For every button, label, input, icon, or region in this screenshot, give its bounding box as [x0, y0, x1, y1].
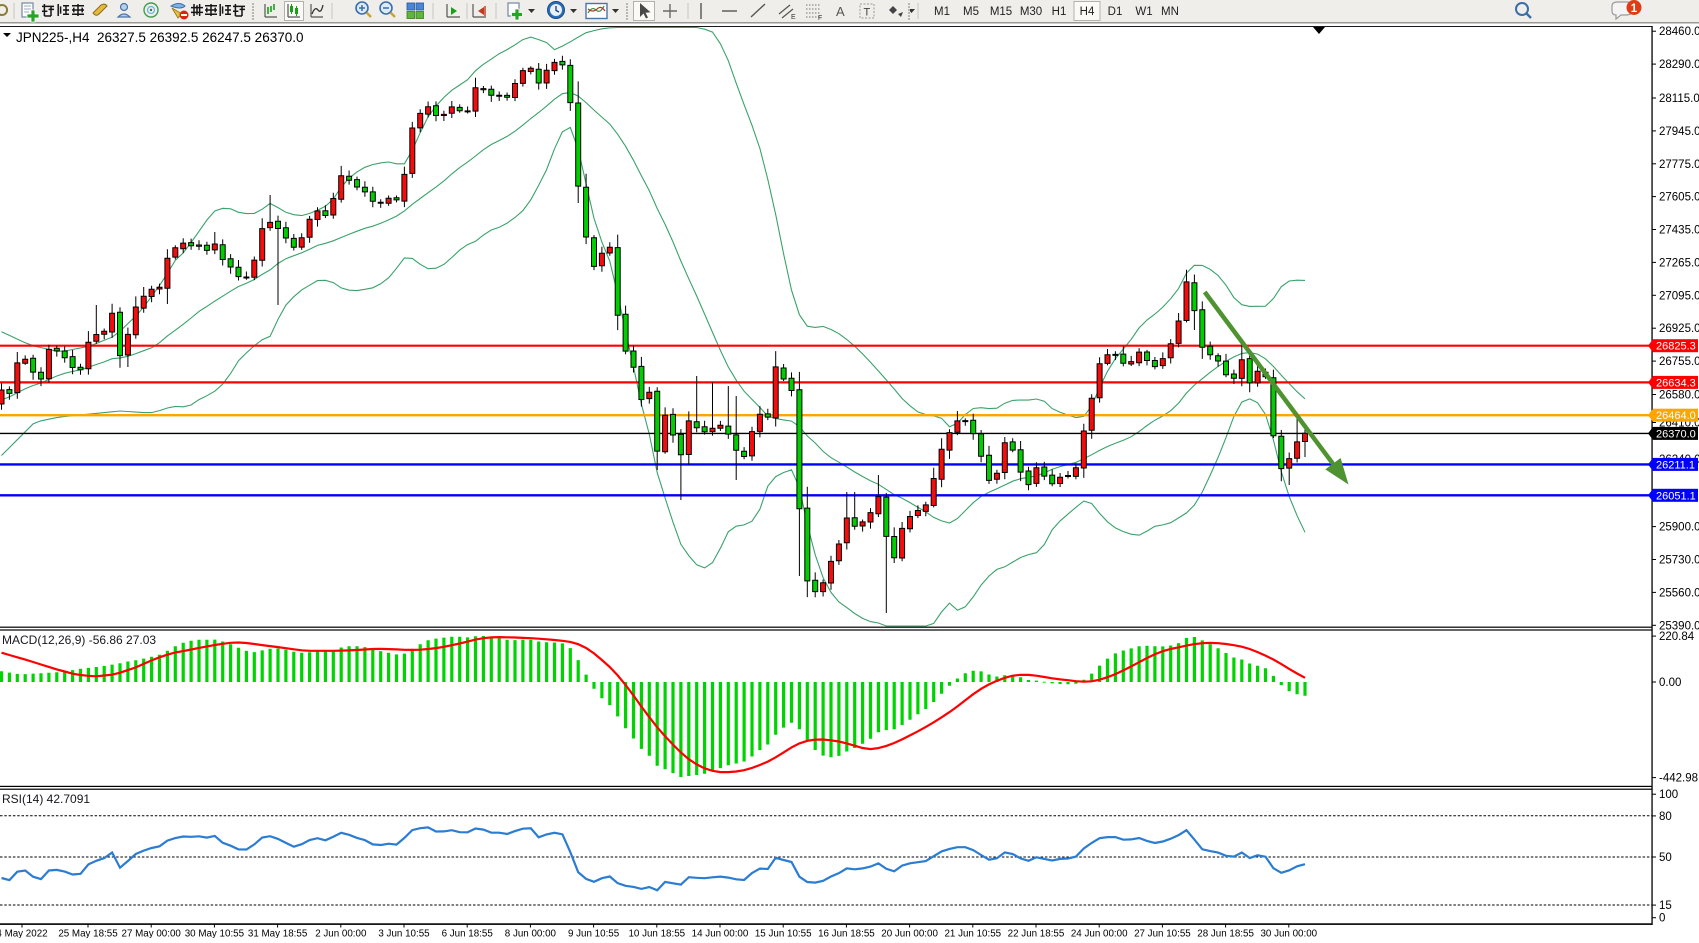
svg-text:27605.0: 27605.0	[1659, 192, 1699, 204]
svg-text:27095.0: 27095.0	[1659, 290, 1699, 302]
svg-text:4 May 2022: 4 May 2022	[0, 929, 48, 939]
svg-text:M30: M30	[1020, 6, 1042, 18]
svg-text:21 Jun 10:55: 21 Jun 10:55	[944, 929, 1001, 939]
svg-text:26925.0: 26925.0	[1659, 323, 1699, 335]
svg-text:22 Jun 18:55: 22 Jun 18:55	[1008, 929, 1065, 939]
svg-text:8 Jun 00:00: 8 Jun 00:00	[505, 929, 557, 939]
svg-text:RSI(14) 42.7091: RSI(14) 42.7091	[2, 792, 90, 806]
svg-text:1: 1	[1631, 3, 1638, 15]
svg-text:27 Jun 10:55: 27 Jun 10:55	[1134, 929, 1191, 939]
svg-text:0.00: 0.00	[1659, 677, 1681, 689]
svg-text:15: 15	[1659, 900, 1672, 912]
svg-text:27435.0: 27435.0	[1659, 225, 1699, 237]
svg-text:W1: W1	[1135, 6, 1152, 18]
svg-text:50: 50	[1659, 852, 1672, 864]
svg-text:2 Jun 00:00: 2 Jun 00:00	[315, 929, 367, 939]
svg-text:H1: H1	[1052, 6, 1067, 18]
svg-text:-442.98: -442.98	[1659, 773, 1698, 785]
svg-text:28290.0: 28290.0	[1659, 59, 1699, 71]
svg-text:0: 0	[1659, 913, 1665, 925]
svg-text:25390.0: 25390.0	[1659, 620, 1699, 632]
svg-text:31 May 18:55: 31 May 18:55	[248, 929, 308, 939]
svg-text:6 Jun 18:55: 6 Jun 18:55	[442, 929, 494, 939]
svg-text:20 Jun 00:00: 20 Jun 00:00	[881, 929, 938, 939]
svg-text:M1: M1	[934, 6, 950, 18]
svg-text:24 Jun 00:00: 24 Jun 00:00	[1071, 929, 1128, 939]
svg-text:15 Jun 10:55: 15 Jun 10:55	[755, 929, 812, 939]
svg-text:27945.0: 27945.0	[1659, 126, 1699, 138]
svg-text:10 Jun 18:55: 10 Jun 18:55	[628, 929, 685, 939]
svg-text:16 Jun 18:55: 16 Jun 18:55	[818, 929, 875, 939]
svg-text:26825.3: 26825.3	[1656, 341, 1696, 353]
svg-text:28460.0: 28460.0	[1659, 26, 1699, 38]
svg-text:MACD(12,26,9) -56.86 27.03: MACD(12,26,9) -56.86 27.03	[2, 633, 156, 647]
svg-text:9 Jun 10:55: 9 Jun 10:55	[568, 929, 620, 939]
svg-text:26370.0: 26370.0	[1656, 428, 1696, 440]
svg-text:25900.0: 25900.0	[1659, 522, 1699, 534]
svg-text:28115.0: 28115.0	[1659, 93, 1699, 105]
svg-text:M15: M15	[990, 6, 1012, 18]
svg-text:26634.3: 26634.3	[1656, 377, 1696, 389]
svg-text:26580.0: 26580.0	[1659, 390, 1699, 402]
svg-text:26464.0: 26464.0	[1656, 410, 1696, 422]
svg-text:MN: MN	[1161, 6, 1179, 18]
svg-text:E: E	[791, 14, 796, 21]
svg-text:25560.0: 25560.0	[1659, 587, 1699, 599]
svg-text:JPN225-,H4 26327.5 26392.5 26: JPN225-,H4 26327.5 26392.5 26247.5 26370…	[16, 30, 303, 45]
svg-text:F: F	[818, 15, 822, 22]
svg-text:220.84: 220.84	[1659, 631, 1695, 643]
svg-text:3 Jun 10:55: 3 Jun 10:55	[378, 929, 430, 939]
svg-text:28 Jun 18:55: 28 Jun 18:55	[1197, 929, 1254, 939]
svg-text:100: 100	[1659, 789, 1678, 801]
svg-text:27265.0: 27265.0	[1659, 257, 1699, 269]
svg-text:T: T	[864, 7, 871, 19]
svg-text:27775.0: 27775.0	[1659, 159, 1699, 171]
svg-text:26755.0: 26755.0	[1659, 356, 1699, 368]
svg-text:30 May 10:55: 30 May 10:55	[185, 929, 245, 939]
svg-text:26211.1: 26211.1	[1656, 459, 1695, 471]
svg-text:H4: H4	[1080, 6, 1095, 18]
svg-text:27 May 00:00: 27 May 00:00	[122, 929, 182, 939]
svg-text:25 May 18:55: 25 May 18:55	[58, 929, 118, 939]
svg-text:D1: D1	[1108, 6, 1123, 18]
svg-text:26051.1: 26051.1	[1656, 490, 1696, 502]
svg-text:25730.0: 25730.0	[1659, 555, 1699, 567]
svg-text:A: A	[836, 4, 845, 19]
svg-text:30 Jun 00:00: 30 Jun 00:00	[1260, 929, 1317, 939]
svg-text:14 Jun 00:00: 14 Jun 00:00	[692, 929, 749, 939]
svg-text:M5: M5	[963, 6, 979, 18]
svg-text:80: 80	[1659, 811, 1672, 823]
